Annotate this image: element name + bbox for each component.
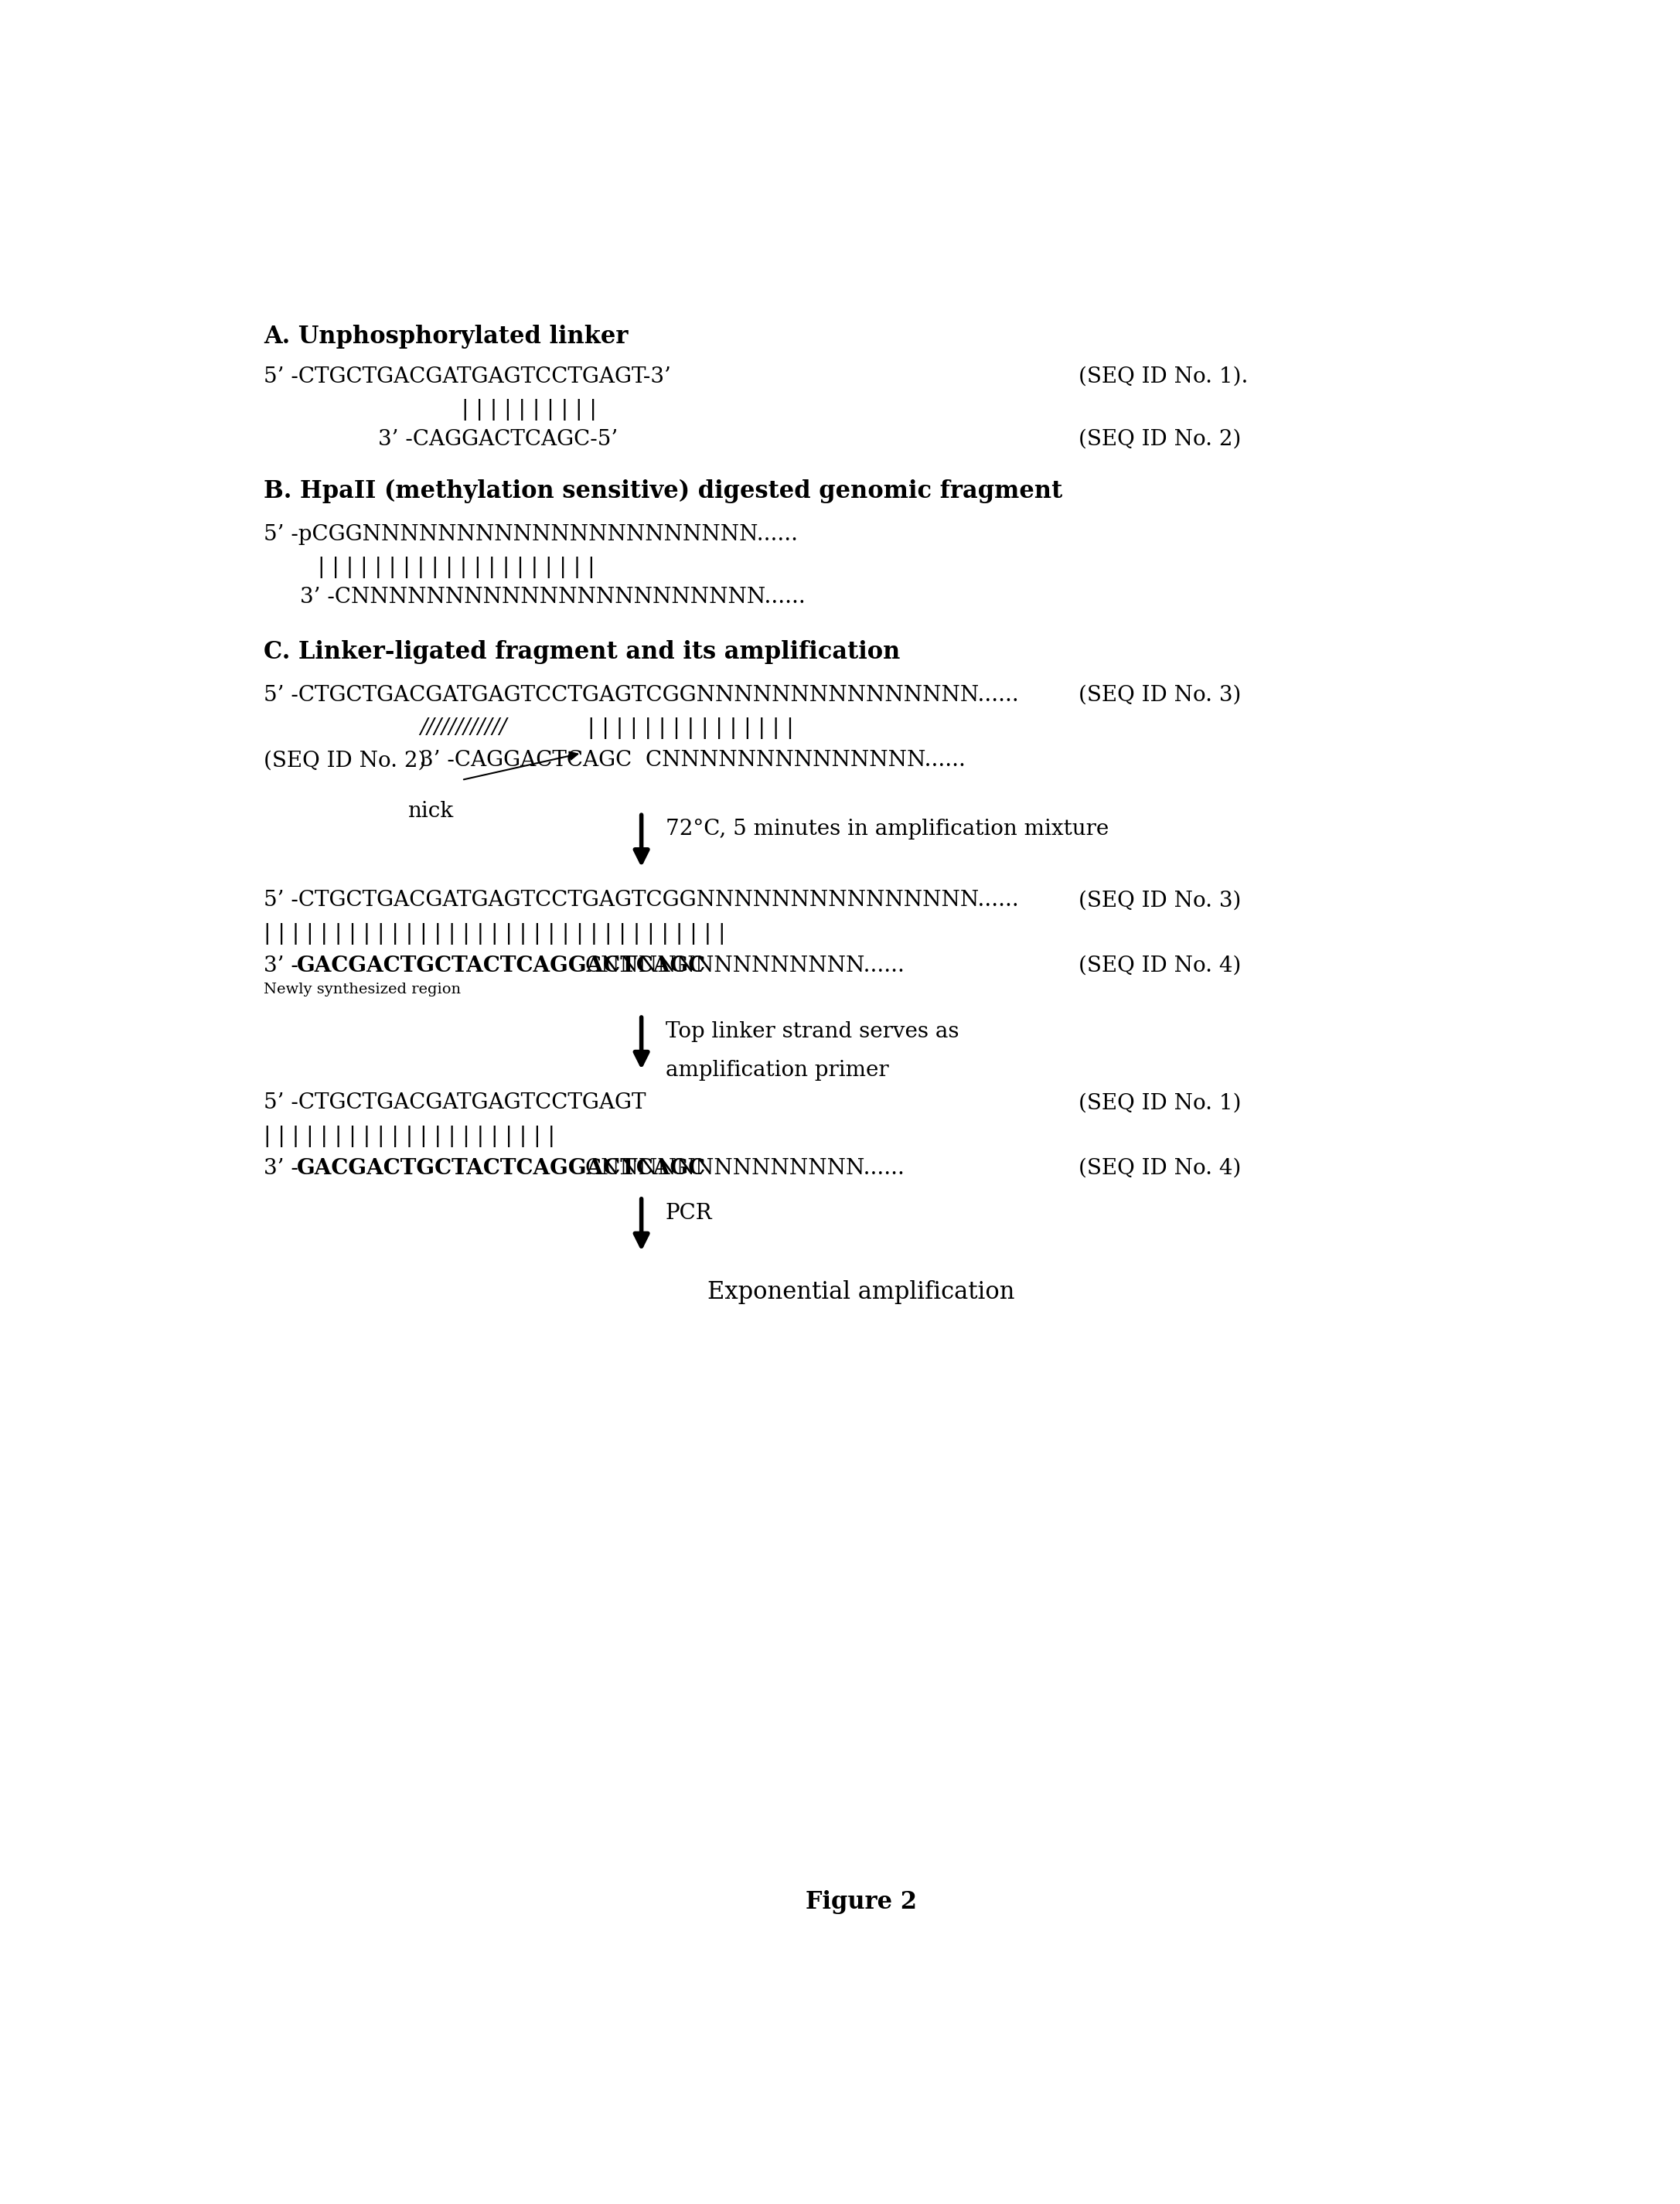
Text: 5’ -CTGCTGACGATGAGTCCTGAGTCGGNNNNNNNNNNNNNNN......: 5’ -CTGCTGACGATGAGTCCTGAGTCGGNNNNNNNNNNN… xyxy=(264,685,1020,705)
Text: Figure 2: Figure 2 xyxy=(805,1891,917,1913)
Text: 5’ -CTGCTGACGATGAGTCCTGAGT-3’: 5’ -CTGCTGACGATGAGTCCTGAGT-3’ xyxy=(264,366,672,388)
Text: amplification primer: amplification primer xyxy=(665,1060,889,1080)
Text: ////////////: //////////// xyxy=(420,719,507,738)
Text: Top linker strand serves as: Top linker strand serves as xyxy=(665,1020,959,1042)
Text: 5’ -pCGGNNNNNNNNNNNNNNNNNNNNN......: 5’ -pCGGNNNNNNNNNNNNNNNNNNNNN...... xyxy=(264,525,798,544)
Text: | | | | | | | | | | | | | | | | | | | |: | | | | | | | | | | | | | | | | | | | | xyxy=(318,558,595,577)
Text: (SEQ ID No. 1).: (SEQ ID No. 1). xyxy=(1079,366,1248,388)
Text: | | | | | | | | | | | | | | | | | | | | |: | | | | | | | | | | | | | | | | | | | | … xyxy=(264,1126,556,1146)
Text: (SEQ ID No. 4): (SEQ ID No. 4) xyxy=(1079,957,1242,976)
Text: 3’ -CNNNNNNNNNNNNNNNNNNNNNN......: 3’ -CNNNNNNNNNNNNNNNNNNNNNN...... xyxy=(299,586,805,608)
Text: 5’ -CTGCTGACGATGAGTCCTGAGTCGGNNNNNNNNNNNNNNN......: 5’ -CTGCTGACGATGAGTCCTGAGTCGGNNNNNNNNNNN… xyxy=(264,890,1020,910)
Text: 3’ -: 3’ - xyxy=(264,1157,299,1179)
Text: GACGACTGCTACTCAGGACTCAGC: GACGACTGCTACTCAGGACTCAGC xyxy=(297,957,706,976)
Text: (SEQ ID No. 2): (SEQ ID No. 2) xyxy=(264,749,427,771)
Text: CNNNNNNNNNNNNNN......: CNNNNNNNNNNNNNN...... xyxy=(585,957,904,976)
Text: nick: nick xyxy=(408,800,454,822)
Text: | | | | | | | | | | | | | | | | | | | | | | | | | | | | | | | | |: | | | | | | | | | | | | | | | | | | | | … xyxy=(264,923,726,946)
Text: GACGACTGCTACTCAGGACTCAGC: GACGACTGCTACTCAGGACTCAGC xyxy=(297,1157,706,1179)
Text: Newly synthesized region: Newly synthesized region xyxy=(264,983,462,996)
Text: 5’ -CTGCTGACGATGAGTCCTGAGT: 5’ -CTGCTGACGATGAGTCCTGAGT xyxy=(264,1093,647,1113)
Text: 3’ -CAGGACTCAGC-5’: 3’ -CAGGACTCAGC-5’ xyxy=(378,430,618,450)
Text: | | | | | | | | | |: | | | | | | | | | | xyxy=(462,399,596,421)
Text: C. Linker-ligated fragment and its amplification: C. Linker-ligated fragment and its ampli… xyxy=(264,639,900,663)
Text: A. Unphosphorylated linker: A. Unphosphorylated linker xyxy=(264,324,628,348)
Text: | | | | | | | | | | | | | | |: | | | | | | | | | | | | | | | xyxy=(588,719,793,738)
Text: (SEQ ID No. 3): (SEQ ID No. 3) xyxy=(1079,890,1242,910)
Text: 3’ -CAGGACTCAGC  CNNNNNNNNNNNNNN......: 3’ -CAGGACTCAGC CNNNNNNNNNNNNNN...... xyxy=(420,749,966,771)
Text: (SEQ ID No. 2): (SEQ ID No. 2) xyxy=(1079,430,1242,450)
Text: Exponential amplification: Exponential amplification xyxy=(707,1281,1015,1305)
Text: CNNNNNNNNNNNNNN......: CNNNNNNNNNNNNNN...... xyxy=(585,1157,904,1179)
Text: 72°C, 5 minutes in amplification mixture: 72°C, 5 minutes in amplification mixture xyxy=(665,818,1109,840)
Text: (SEQ ID No. 4): (SEQ ID No. 4) xyxy=(1079,1157,1242,1179)
Text: 3’ -: 3’ - xyxy=(264,957,299,976)
Text: (SEQ ID No. 3): (SEQ ID No. 3) xyxy=(1079,685,1242,705)
Text: (SEQ ID No. 1): (SEQ ID No. 1) xyxy=(1079,1093,1242,1113)
Text: B. HpaII (methylation sensitive) digested genomic fragment: B. HpaII (methylation sensitive) digeste… xyxy=(264,478,1063,503)
Text: PCR: PCR xyxy=(665,1203,712,1223)
